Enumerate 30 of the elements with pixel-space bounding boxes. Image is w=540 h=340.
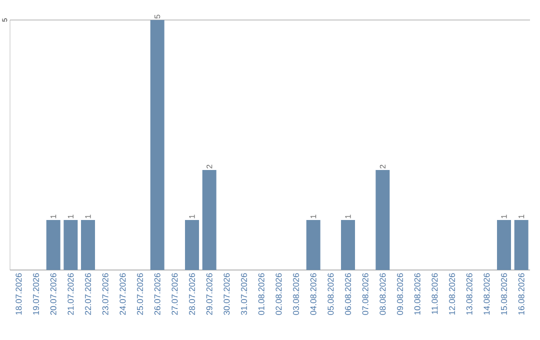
x-tick-label: 29.07.2026 [206, 273, 212, 315]
x-tick-label: 07.08.2026 [362, 273, 368, 315]
x-tick-label: 31.07.2026 [241, 273, 247, 315]
x-tick-label: 25.07.2026 [137, 273, 143, 315]
x-tick-label: 08.08.2026 [380, 273, 386, 315]
x-tick-label: 06.08.2026 [345, 273, 351, 315]
x-tick-label: 23.07.2026 [102, 273, 108, 315]
x-tick-label: 16.08.2026 [518, 273, 524, 315]
x-tick-label: 09.08.2026 [397, 273, 403, 315]
x-tick-label: 24.07.2026 [120, 273, 126, 315]
x-tick-label: 30.07.2026 [224, 273, 230, 315]
x-tick-label: 01.08.2026 [258, 273, 264, 315]
x-tick-label: 14.08.2026 [484, 273, 490, 315]
x-tick-label: 05.08.2026 [328, 273, 334, 315]
x-tick-label: 02.08.2026 [276, 273, 282, 315]
x-tick-label: 15.08.2026 [501, 273, 507, 315]
x-tick-label: 12.08.2026 [449, 273, 455, 315]
x-tick-label: 26.07.2026 [154, 273, 160, 315]
x-tick-label: 13.08.2026 [466, 273, 472, 315]
x-tick-label: 18.07.2026 [16, 273, 22, 315]
x-tick-label: 28.07.2026 [189, 273, 195, 315]
x-tick-label: 04.08.2026 [310, 273, 316, 315]
x-tick-label: 19.07.2026 [33, 273, 39, 315]
x-tick-label: 11.08.2026 [432, 273, 438, 314]
x-tick-label: 22.07.2026 [85, 273, 91, 315]
x-tick-label: 20.07.2026 [50, 273, 56, 315]
x-tick-label: 10.08.2026 [414, 273, 420, 315]
x-tick-label: 27.07.2026 [172, 273, 178, 315]
x-tick-label: 03.08.2026 [293, 273, 299, 315]
x-tick-label: 21.07.2026 [68, 273, 74, 315]
